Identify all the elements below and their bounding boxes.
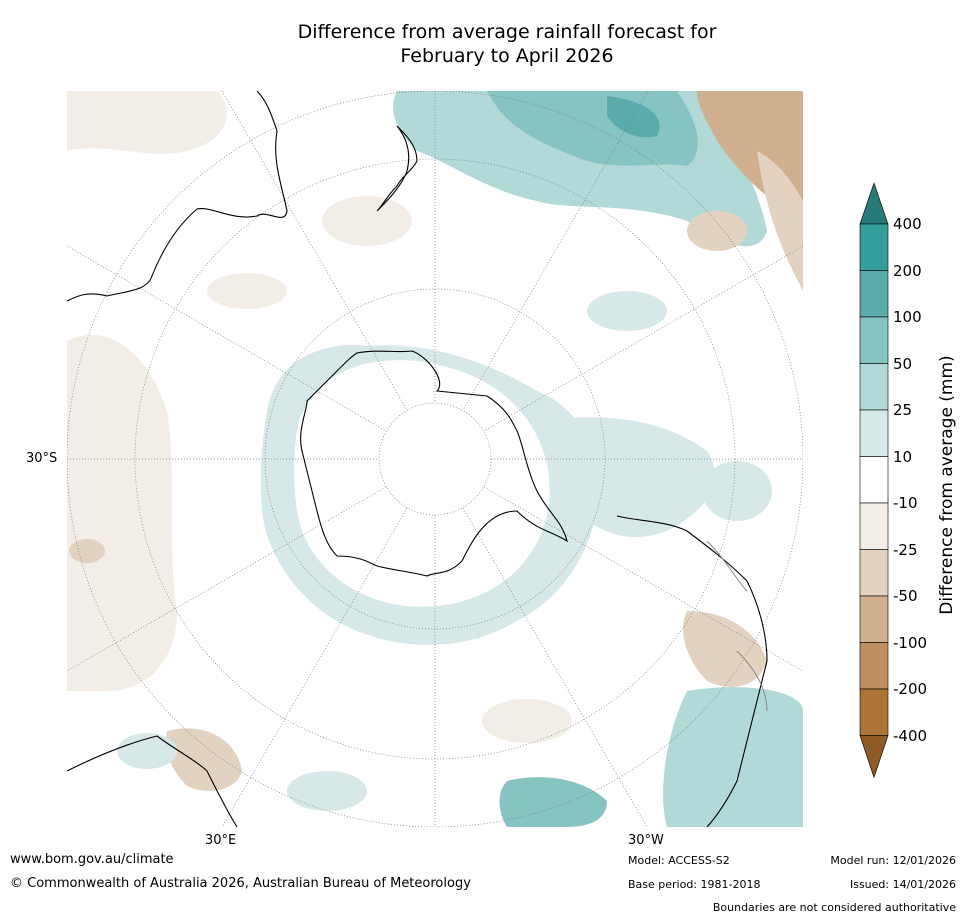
- footer-model: Model: ACCESS-S2: [628, 854, 730, 867]
- colorbar-tick-label: -25: [893, 540, 918, 559]
- longitude-label-30w: 30°W: [628, 833, 664, 848]
- anomaly-wet-atlantic: [544, 417, 715, 538]
- map-title: Difference from average rainfall forecas…: [0, 20, 965, 68]
- colorbar-band: [859, 456, 889, 504]
- colorbar-tick-label: -200: [893, 680, 928, 698]
- colorbar-tick-label: -50: [893, 587, 918, 605]
- anomaly-dry-nw: [67, 91, 227, 154]
- country-borders: [706, 540, 768, 712]
- coastlines: [67, 91, 768, 827]
- anomaly-patch-3: [687, 211, 747, 251]
- footer-website[interactable]: www.bom.gov.au/climate: [10, 852, 174, 867]
- anomaly-dry-south-america: [683, 611, 767, 687]
- colorbar-tick-label: 400: [893, 215, 922, 233]
- colorbar-band: [859, 223, 889, 271]
- meridian-line-12: [67, 486, 387, 672]
- colorbar-band: [859, 363, 889, 411]
- footer-disclaimer: Boundaries are not considered authoritat…: [712, 901, 956, 914]
- anomaly-wet-pacific-peak: [607, 96, 660, 138]
- footer-model-run: Model run: 12/01/2026: [830, 854, 956, 867]
- south-america-border-2: [736, 650, 768, 712]
- colorbar-band: [859, 642, 889, 690]
- colorbar-bands: [859, 182, 889, 779]
- footer-base-period: Base period: 1981-2018: [628, 878, 761, 891]
- map-svg: [67, 91, 803, 827]
- colorbar-tick-label: 10: [893, 447, 913, 466]
- anomaly-dry-africa: [165, 728, 242, 791]
- anomaly-dry-ne-edge: [757, 151, 803, 291]
- anomaly-patch-6: [287, 771, 367, 811]
- south-america-border-1: [706, 540, 748, 592]
- longitude-label-30e: 30°E: [205, 833, 237, 848]
- colorbar-band: [859, 549, 889, 597]
- meridian-line-8: [462, 507, 648, 827]
- anomaly-patch-4: [482, 699, 572, 743]
- meridian-line-6: [483, 486, 803, 672]
- map-title-line2: February to April 2026: [400, 45, 614, 67]
- colorbar-band: [859, 316, 889, 364]
- anomaly-patch-8: [117, 733, 177, 769]
- map-title-line1: Difference from average rainfall forecas…: [297, 21, 717, 43]
- colorbar-band: [859, 595, 889, 643]
- anomaly-ring-hole: [294, 360, 550, 607]
- anomaly-wet-south-atlantic: [499, 777, 607, 827]
- anomaly-dry-west: [67, 334, 177, 691]
- colorbar-tick-label: 50: [893, 354, 913, 373]
- africa-coastline: [67, 735, 238, 827]
- colorbar-band: [859, 688, 889, 736]
- footer-copyright: © Commonwealth of Australia 2026, Austra…: [10, 876, 471, 891]
- colorbar-svg: [859, 182, 889, 779]
- new-zealand-coastline: [376, 125, 418, 212]
- footer-issued: Issued: 14/01/2026: [849, 878, 956, 891]
- australia-coastline: [67, 91, 288, 302]
- colorbar: 400 200 100 50 25 10 -10 -25 -50 -100 -200 -400: [855, 180, 965, 780]
- colorbar-extend-max: [859, 182, 889, 225]
- colorbar-axis-label: Difference from average (mm): [937, 355, 957, 615]
- colorbar-band: [859, 502, 889, 550]
- graticule: [67, 91, 803, 827]
- anomaly-patch-5: [207, 273, 287, 309]
- colorbar-tick-label: 100: [893, 308, 922, 326]
- rainfall-map: [67, 91, 803, 827]
- antarctica-coastline: [300, 350, 568, 577]
- latitude-label-30s: 30°S: [26, 451, 58, 466]
- colorbar-tick-label: -10: [893, 494, 918, 512]
- colorbar-extend-min: [859, 735, 889, 779]
- anomaly-patch-2: [587, 291, 667, 331]
- anomaly-fields: [67, 91, 803, 827]
- colorbar-tick-label: 200: [893, 261, 922, 280]
- anomaly-patch-9: [69, 539, 105, 563]
- anomaly-wet-se-corner: [663, 687, 803, 827]
- colorbar-tick-label: 25: [893, 401, 913, 419]
- colorbar-band: [859, 409, 889, 457]
- colorbar-tick-label: -400: [893, 726, 928, 745]
- anomaly-patch-7: [702, 461, 772, 521]
- colorbar-band: [859, 270, 889, 318]
- colorbar-tick-label: -100: [893, 633, 928, 652]
- anomaly-patch-1: [322, 196, 412, 246]
- south-america-coastline: [616, 515, 768, 827]
